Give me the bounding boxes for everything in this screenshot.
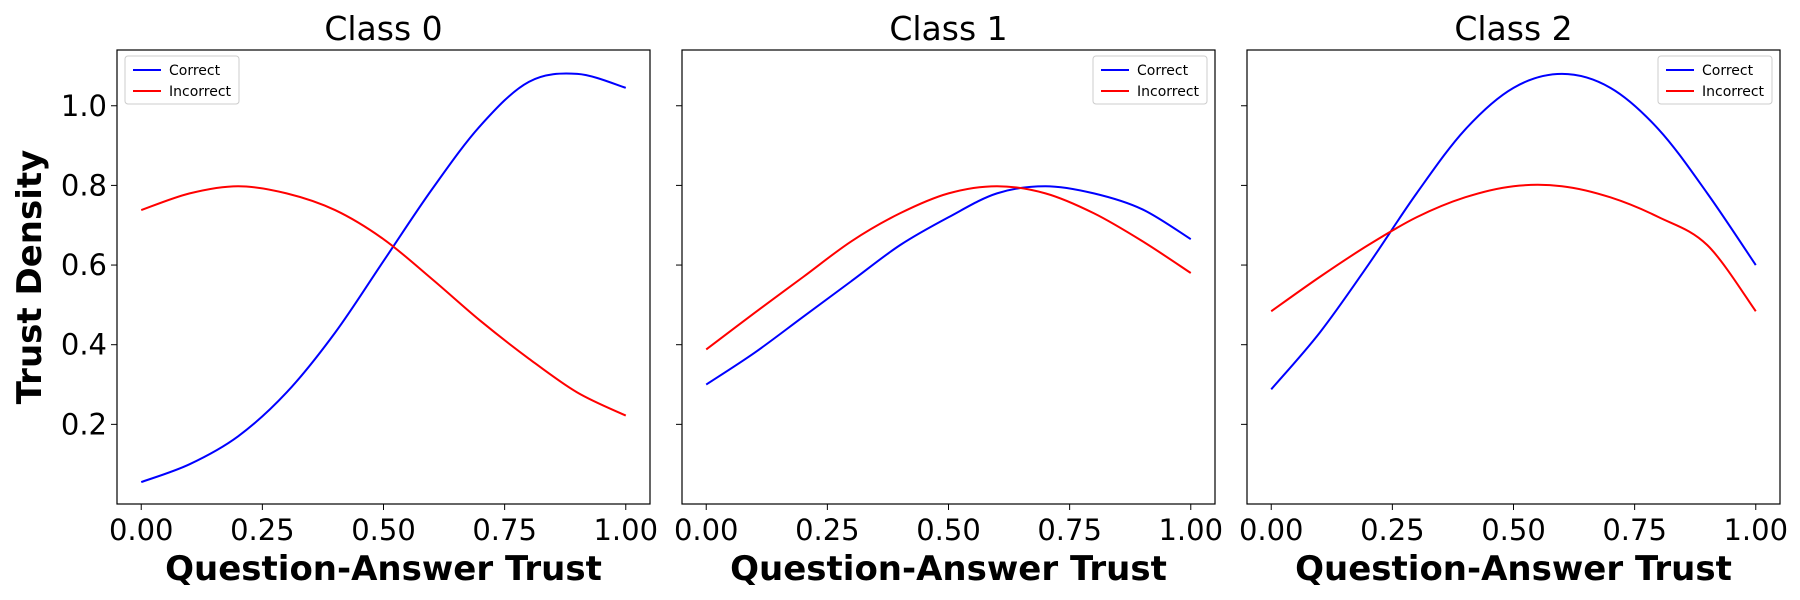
axes-frame [116, 49, 651, 505]
panel-class-2: Class 2 0.00 0.25 0.50 0.75 1.00Question-Answ… [1239, 9, 1788, 589]
x-tick-label: 0.25 [1360, 513, 1425, 547]
legend-label: Correct [169, 63, 221, 79]
series-line-correct [140, 72, 627, 484]
panel-title: Class 0 [324, 9, 442, 48]
x-tick-label: 0.00 [109, 513, 174, 547]
y-tick-label: 1.0 [61, 89, 107, 123]
y-tick-label: 0.8 [61, 168, 107, 202]
series-line-incorrect [1270, 183, 1757, 313]
x-tick-label: 0.25 [795, 513, 860, 547]
legend: Correct Incorrect [1092, 55, 1208, 105]
x-tick-label: 0.75 [1037, 513, 1102, 547]
legend-label: Correct [1137, 63, 1189, 79]
axes-frame [681, 49, 1216, 505]
x-axis-label: Question-Answer Trust [1295, 549, 1732, 589]
legend: Correct Incorrect [1657, 55, 1773, 105]
legend: Correct Incorrect [124, 55, 240, 105]
x-tick-label: 0.50 [351, 513, 416, 547]
y-tick-label: 0.6 [61, 248, 107, 282]
panel-title: Class 1 [889, 9, 1007, 48]
y-tick-label: 0.4 [61, 328, 107, 362]
x-tick-label: 0.25 [230, 513, 295, 547]
panel-class-0: Class 0 0.00 0.25 0.50 0.75 1.00 0.2 0.4 0.6 0.8 1… [61, 9, 658, 589]
legend-label: Correct [1702, 63, 1754, 79]
x-tick-label: 0.75 [472, 513, 537, 547]
x-tick-label: 0.50 [1481, 513, 1546, 547]
legend-label: Incorrect [169, 84, 232, 100]
x-tick-label: 1.00 [593, 513, 658, 547]
legend-label: Incorrect [1702, 84, 1765, 100]
panel-title: Class 2 [1454, 9, 1572, 48]
x-tick-label: 0.75 [1602, 513, 1667, 547]
x-axis-label: Question-Answer Trust [165, 549, 602, 589]
axes-frame [1246, 49, 1781, 505]
x-tick-label: 1.00 [1158, 513, 1223, 547]
x-tick-label: 0.00 [674, 513, 739, 547]
series-line-incorrect [705, 185, 1192, 351]
y-tick-label: 0.2 [61, 407, 107, 441]
legend-label: Incorrect [1137, 84, 1200, 100]
series-line-incorrect [140, 185, 627, 417]
series-line-correct [705, 185, 1192, 386]
panels: Class 0 0.00 0.25 0.50 0.75 1.00 0.2 0.4 0.6 0.8 1… [61, 9, 1788, 589]
series-line-correct [1270, 72, 1757, 390]
x-tick-label: 0.00 [1239, 513, 1304, 547]
x-axis-label: Question-Answer Trust [730, 549, 1167, 589]
x-tick-label: 1.00 [1723, 513, 1788, 547]
panel-class-1: Class 1 0.00 0.25 0.50 0.75 1.00Question-Answ… [674, 9, 1223, 589]
y-axis-label: Trust Density [10, 150, 50, 405]
x-tick-label: 0.50 [916, 513, 981, 547]
